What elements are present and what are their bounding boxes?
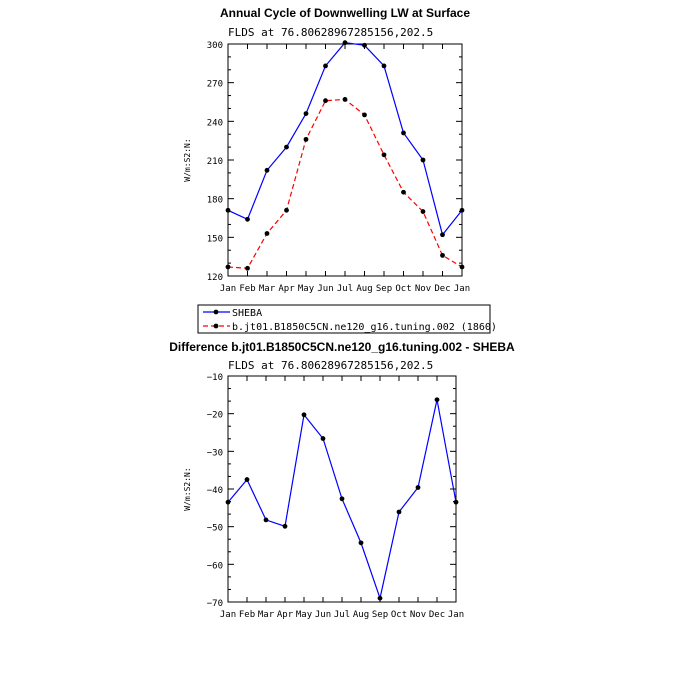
- data-point: [459, 264, 465, 270]
- data-point: [362, 42, 367, 48]
- data-point: [245, 265, 250, 271]
- data-point: [381, 152, 387, 158]
- x-tick-label: May: [298, 284, 315, 294]
- x-tick-label: Mar: [259, 284, 276, 294]
- x-tick-label: Jun: [315, 610, 331, 620]
- data-point: [225, 207, 231, 213]
- y-tick-label: −60: [207, 561, 223, 571]
- data-point: [320, 436, 326, 441]
- x-tick-label: Sep: [376, 284, 392, 294]
- data-point: [301, 412, 307, 418]
- data-point: [440, 232, 445, 238]
- x-tick-label: Jul: [334, 610, 350, 620]
- legend-label-2: b.jt01.B1850C5CN.ne120_g16.tuning.002 (1…: [232, 322, 497, 333]
- y-tick-label: −10: [207, 373, 223, 383]
- chart-subtitle: FLDS at 76.80628967285156,202.5: [228, 26, 433, 39]
- data-point: [264, 231, 270, 236]
- data-point: [342, 40, 348, 46]
- x-tick-label: Aug: [353, 610, 369, 620]
- y-tick-label: 150: [207, 234, 223, 244]
- series-line-2: [227, 98, 463, 269]
- data-point: [377, 595, 383, 601]
- legend-box: [197, 304, 491, 334]
- x-tick-label: Feb: [239, 610, 255, 620]
- x-tick-label: Apr: [277, 610, 294, 620]
- data-point: [358, 540, 364, 546]
- data-point: [420, 157, 426, 163]
- data-point: [342, 97, 348, 102]
- y-tick-label: −20: [207, 411, 223, 421]
- data-point: [245, 216, 250, 222]
- data-point: [225, 264, 231, 270]
- x-tick-label: Nov: [415, 284, 431, 294]
- x-tick-label: Mar: [258, 610, 275, 620]
- x-tick-label: Dec: [429, 610, 445, 620]
- data-point: [263, 517, 269, 523]
- data-point: [401, 130, 406, 136]
- chart-2: Difference b.jt01.B1850C5CN.ne120_g16.tu…: [169, 340, 515, 620]
- y-tick-label: 210: [207, 157, 223, 167]
- data-point: [284, 144, 289, 150]
- legend-marker: [213, 323, 219, 329]
- data-point: [282, 523, 288, 529]
- plot-frame: [227, 375, 457, 603]
- data-point: [381, 63, 387, 69]
- x-tick-label: Apr: [278, 284, 295, 294]
- x-tick-label: Sep: [372, 610, 388, 620]
- x-tick-label: Feb: [239, 284, 255, 294]
- data-point: [303, 136, 309, 142]
- chart-subtitle: FLDS at 76.80628967285156,202.5: [228, 359, 433, 372]
- x-tick-label: Dec: [434, 284, 450, 294]
- data-point: [323, 98, 328, 104]
- data-point: [244, 477, 250, 482]
- data-point: [420, 209, 426, 214]
- data-point: [396, 509, 402, 515]
- legend-marker: [213, 309, 219, 315]
- y-axis-label: W/m:S2:N:: [183, 467, 192, 510]
- x-tick-label: Oct: [395, 284, 411, 294]
- data-point: [362, 112, 367, 118]
- data-point: [453, 499, 459, 505]
- legend: SHEBA b.jt01.B1850C5CN.ne120_g16.tuning.0…: [197, 304, 497, 334]
- data-point: [434, 397, 440, 403]
- x-tick-label: Jan: [448, 610, 464, 620]
- x-tick-label: Oct: [391, 610, 407, 620]
- data-point: [339, 496, 345, 502]
- x-tick-label: Aug: [356, 284, 372, 294]
- data-point: [225, 499, 231, 505]
- y-tick-label: 270: [207, 80, 223, 90]
- y-tick-label: 300: [207, 41, 223, 51]
- chart-1: Annual Cycle of Downwelling LW at Surfac…: [183, 6, 497, 334]
- x-tick-label: Jan: [220, 284, 236, 294]
- data-point: [440, 252, 445, 258]
- x-tick-label: Jan: [220, 610, 236, 620]
- data-point: [401, 189, 406, 195]
- y-tick-label: −70: [207, 599, 223, 609]
- legend-label-1: SHEBA: [232, 308, 262, 319]
- y-tick-label: 180: [207, 196, 223, 206]
- chart-title: Annual Cycle of Downwelling LW at Surfac…: [220, 6, 470, 20]
- data-point: [284, 207, 289, 213]
- series-line-1: [227, 42, 463, 237]
- data-point: [323, 63, 328, 69]
- y-tick-label: −40: [207, 486, 223, 496]
- y-tick-label: 240: [207, 118, 223, 128]
- data-point: [415, 485, 421, 490]
- data-point: [303, 111, 309, 116]
- x-tick-label: Jan: [454, 284, 470, 294]
- chart-title: Difference b.jt01.B1850C5CN.ne120_g16.tu…: [169, 340, 515, 354]
- y-axis-label: W/m:S2:N:: [183, 138, 192, 181]
- data-point: [264, 167, 270, 173]
- y-tick-label: −30: [207, 448, 223, 458]
- data-point: [459, 207, 465, 213]
- x-tick-label: Jun: [317, 284, 333, 294]
- x-tick-label: Nov: [410, 610, 426, 620]
- y-tick-label: −50: [207, 524, 223, 534]
- x-tick-label: May: [296, 610, 313, 620]
- x-tick-label: Jul: [337, 284, 353, 294]
- y-tick-label: 120: [207, 273, 223, 283]
